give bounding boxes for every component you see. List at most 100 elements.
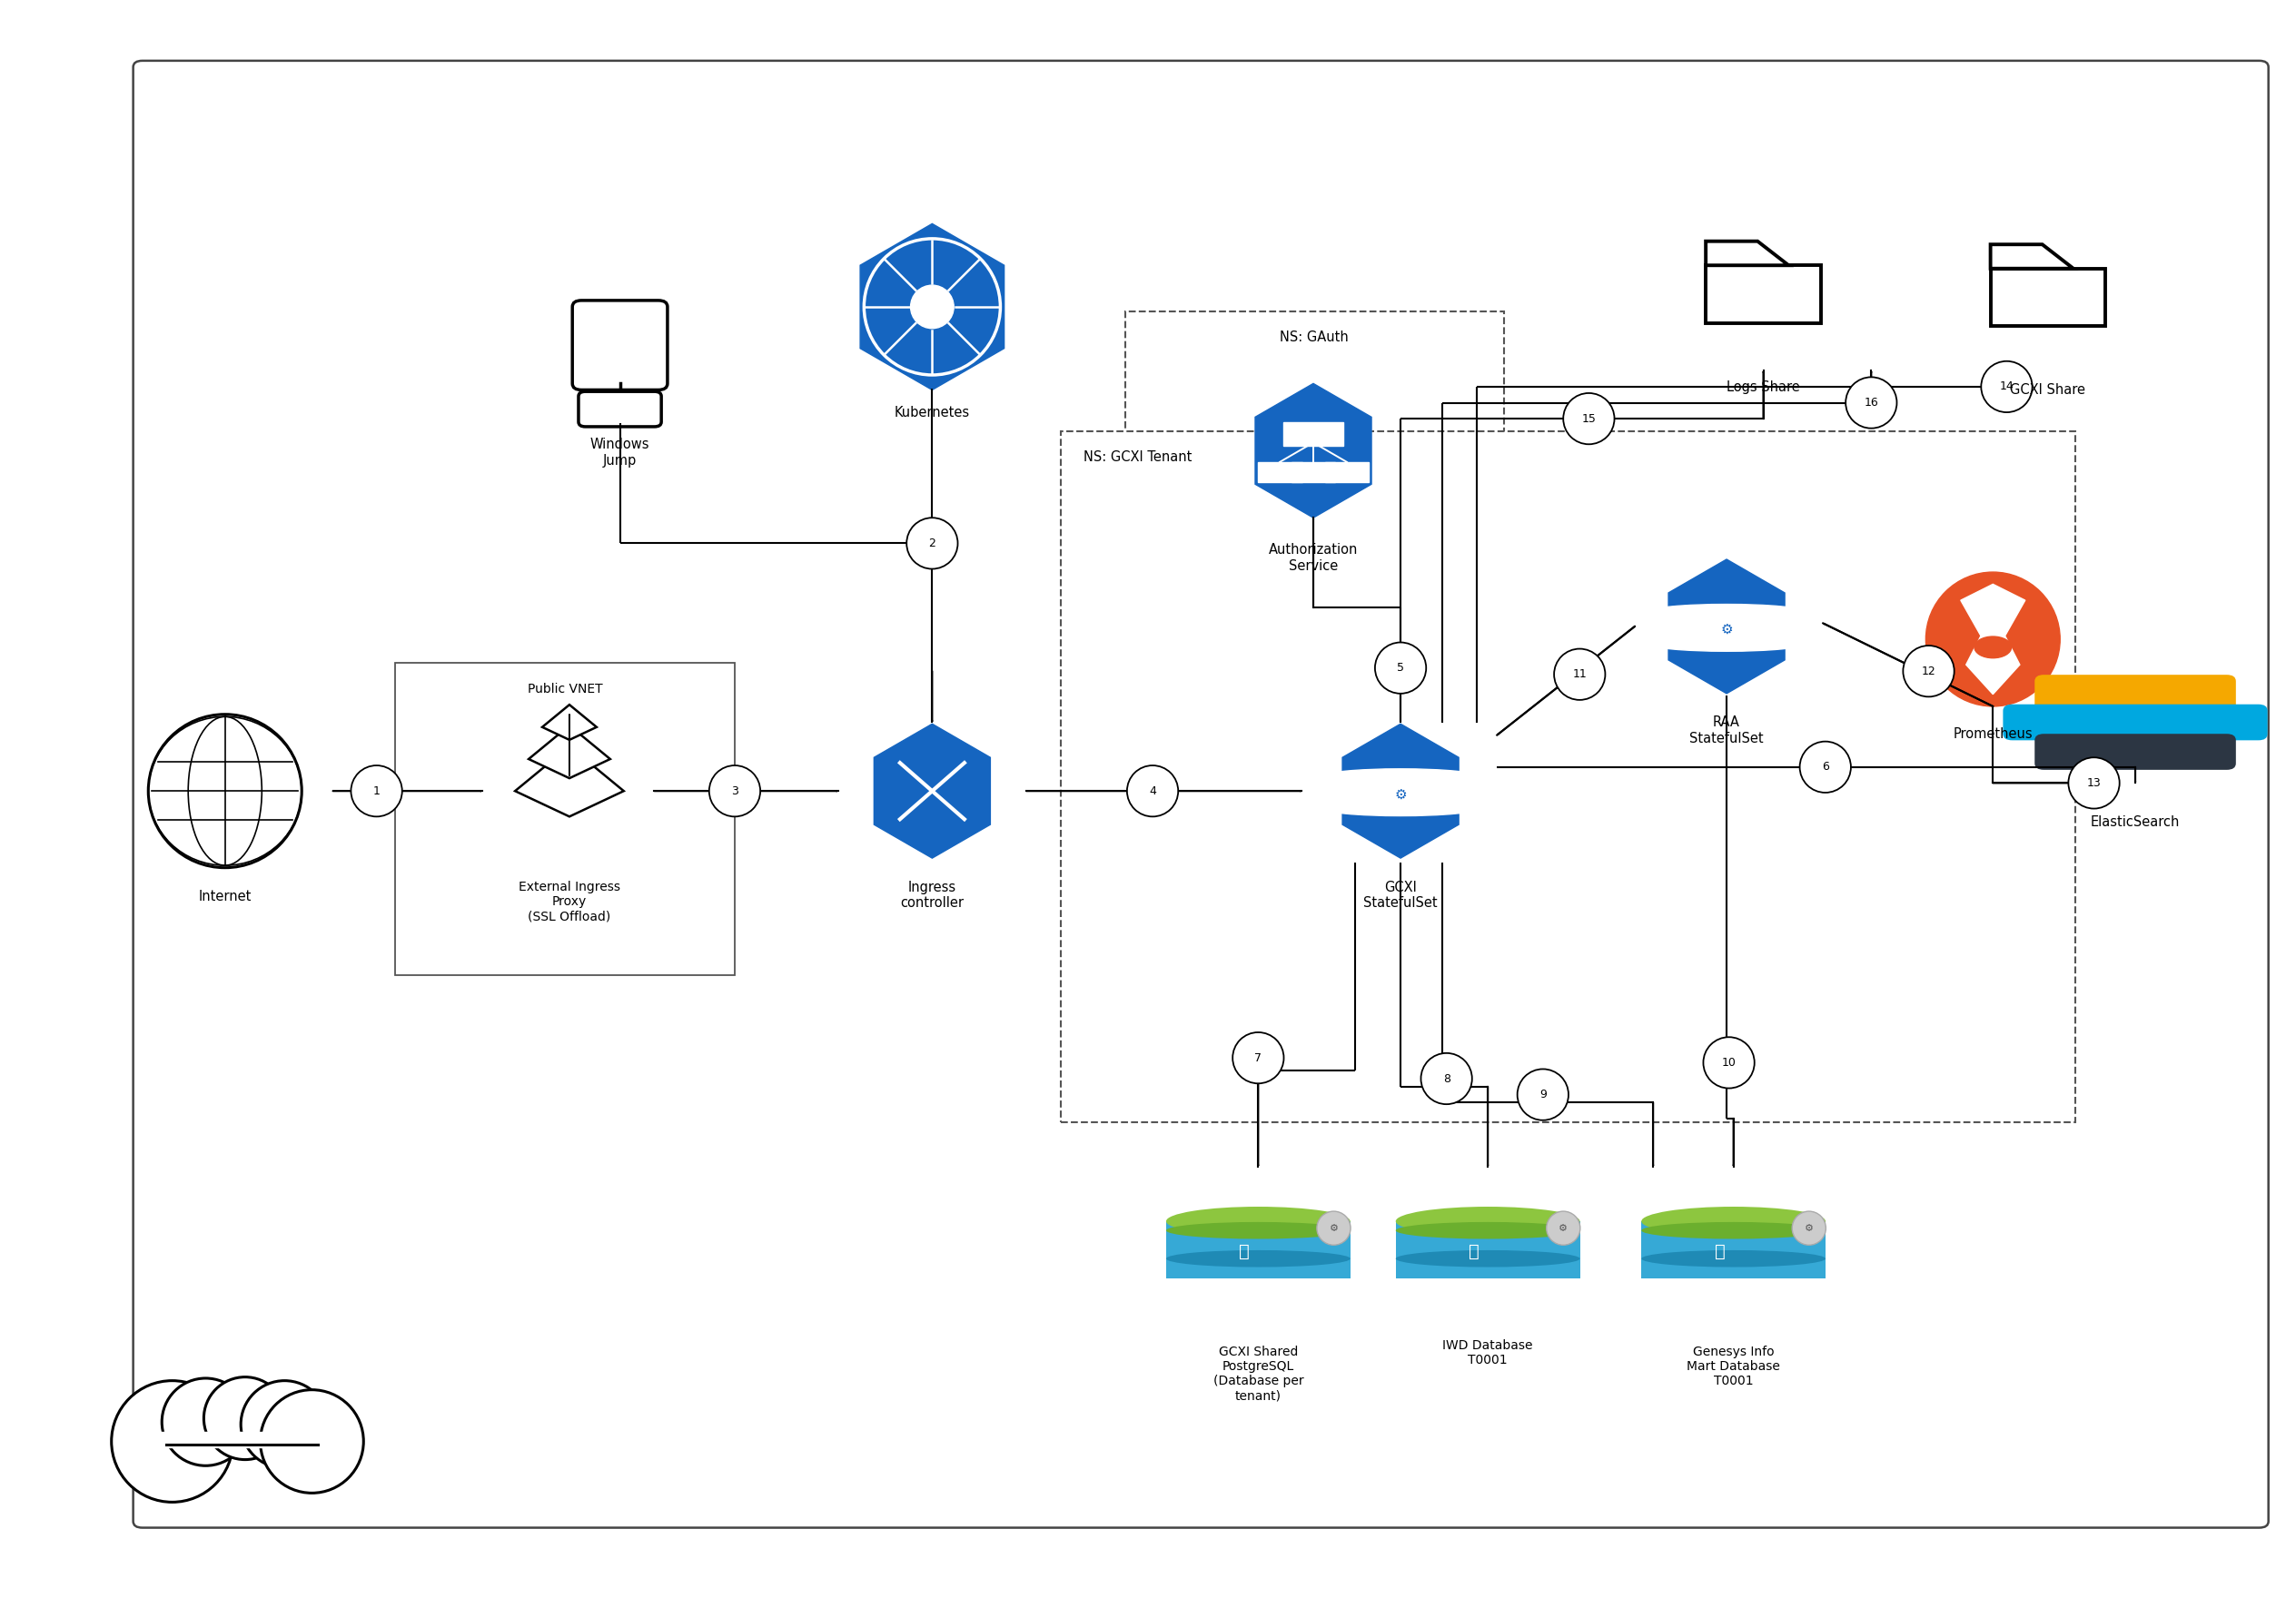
Ellipse shape <box>1375 642 1426 694</box>
Ellipse shape <box>2069 757 2119 809</box>
Polygon shape <box>1961 585 2025 694</box>
Text: Ingress
controller: Ingress controller <box>900 880 964 909</box>
FancyBboxPatch shape <box>1396 1221 1580 1278</box>
Text: 13: 13 <box>2087 777 2101 789</box>
Ellipse shape <box>1846 377 1896 428</box>
FancyBboxPatch shape <box>1125 312 1504 647</box>
Text: 🐘: 🐘 <box>1469 1243 1479 1259</box>
Text: IWD Database
T0001: IWD Database T0001 <box>1442 1339 1534 1366</box>
Text: 7: 7 <box>1254 1051 1263 1064</box>
Text: 1: 1 <box>372 785 381 797</box>
FancyBboxPatch shape <box>2034 733 2236 770</box>
Polygon shape <box>875 724 990 858</box>
Polygon shape <box>1706 241 1789 265</box>
Polygon shape <box>1991 268 2105 326</box>
Ellipse shape <box>1642 1222 1825 1238</box>
Polygon shape <box>1991 244 2073 268</box>
FancyBboxPatch shape <box>161 1432 331 1448</box>
Polygon shape <box>514 746 625 817</box>
Text: 11: 11 <box>1573 668 1587 681</box>
Ellipse shape <box>1548 1211 1580 1245</box>
Ellipse shape <box>907 518 957 569</box>
Ellipse shape <box>1704 1037 1754 1088</box>
Polygon shape <box>1669 559 1784 694</box>
Text: 6: 6 <box>1821 761 1830 773</box>
Ellipse shape <box>1903 646 1954 697</box>
Text: 3: 3 <box>730 785 739 797</box>
Ellipse shape <box>1518 1069 1568 1120</box>
Ellipse shape <box>1322 801 1479 817</box>
Ellipse shape <box>1642 1250 1825 1267</box>
FancyBboxPatch shape <box>1290 462 1336 483</box>
Text: svc: svc <box>1304 532 1322 542</box>
Ellipse shape <box>1421 1053 1472 1104</box>
Text: 4: 4 <box>1148 785 1157 797</box>
Text: 5: 5 <box>1396 662 1405 674</box>
Ellipse shape <box>1318 1211 1350 1245</box>
Ellipse shape <box>241 1381 328 1469</box>
FancyBboxPatch shape <box>1649 612 1805 644</box>
Text: External Ingress
Proxy
(SSL Offload): External Ingress Proxy (SSL Offload) <box>519 880 620 922</box>
Text: GCXI Shared
PostgreSQL
(Database per
tenant): GCXI Shared PostgreSQL (Database per ten… <box>1212 1346 1304 1403</box>
Text: ⚙: ⚙ <box>1805 1224 1814 1232</box>
FancyBboxPatch shape <box>1166 1221 1350 1278</box>
Ellipse shape <box>351 765 402 817</box>
Ellipse shape <box>163 1377 250 1465</box>
Text: ⚙: ⚙ <box>1394 788 1407 801</box>
Polygon shape <box>542 705 597 740</box>
Text: 8: 8 <box>1442 1072 1451 1085</box>
FancyBboxPatch shape <box>1325 462 1368 483</box>
Polygon shape <box>528 725 611 778</box>
Text: ElasticSearch: ElasticSearch <box>2092 815 2179 829</box>
Text: Public VNET: Public VNET <box>528 682 602 695</box>
Ellipse shape <box>1649 636 1805 652</box>
Text: GCXI
StatefulSet: GCXI StatefulSet <box>1364 880 1437 909</box>
Ellipse shape <box>1166 1206 1350 1235</box>
Ellipse shape <box>1396 1250 1580 1267</box>
Ellipse shape <box>1981 361 2032 412</box>
Text: ing: ing <box>923 873 941 882</box>
Text: 9: 9 <box>1538 1088 1548 1101</box>
Text: NS: GCXI Tenant: NS: GCXI Tenant <box>1084 451 1192 465</box>
Ellipse shape <box>1800 741 1851 793</box>
Ellipse shape <box>1975 636 2011 658</box>
Ellipse shape <box>1166 1250 1350 1267</box>
Polygon shape <box>1706 265 1821 323</box>
Ellipse shape <box>1564 393 1614 444</box>
Text: ⚙: ⚙ <box>1720 623 1733 636</box>
Ellipse shape <box>1396 1206 1580 1235</box>
Ellipse shape <box>1233 1032 1283 1083</box>
Text: Logs Share: Logs Share <box>1727 380 1800 395</box>
Ellipse shape <box>149 714 301 868</box>
FancyBboxPatch shape <box>1322 777 1479 809</box>
Polygon shape <box>1343 724 1458 858</box>
Text: Prometheus: Prometheus <box>1954 727 2032 741</box>
Ellipse shape <box>113 1381 232 1502</box>
FancyBboxPatch shape <box>2034 674 2236 711</box>
Ellipse shape <box>709 765 760 817</box>
Ellipse shape <box>1793 1211 1825 1245</box>
Ellipse shape <box>1642 1206 1825 1235</box>
Text: ⚙: ⚙ <box>1329 1224 1339 1232</box>
FancyBboxPatch shape <box>395 663 735 975</box>
Ellipse shape <box>1322 769 1479 783</box>
FancyBboxPatch shape <box>1258 462 1302 483</box>
Polygon shape <box>861 224 1003 390</box>
Text: 🐘: 🐘 <box>1240 1243 1249 1259</box>
Text: sts: sts <box>1391 873 1410 882</box>
FancyBboxPatch shape <box>579 392 661 427</box>
Text: GCXI Share: GCXI Share <box>2011 384 2085 398</box>
FancyBboxPatch shape <box>133 61 2268 1528</box>
Text: Internet: Internet <box>197 890 253 904</box>
FancyBboxPatch shape <box>1061 431 2076 1122</box>
Text: Kubernetes: Kubernetes <box>895 406 969 420</box>
Text: RAA
StatefulSet: RAA StatefulSet <box>1690 716 1763 745</box>
Text: 15: 15 <box>1582 412 1596 425</box>
Text: NS: GAuth: NS: GAuth <box>1281 331 1348 345</box>
Text: 12: 12 <box>1922 665 1936 678</box>
Text: 16: 16 <box>1864 396 1878 409</box>
Ellipse shape <box>912 284 953 329</box>
Text: 10: 10 <box>1722 1056 1736 1069</box>
Ellipse shape <box>259 1390 363 1493</box>
Ellipse shape <box>1649 604 1805 618</box>
